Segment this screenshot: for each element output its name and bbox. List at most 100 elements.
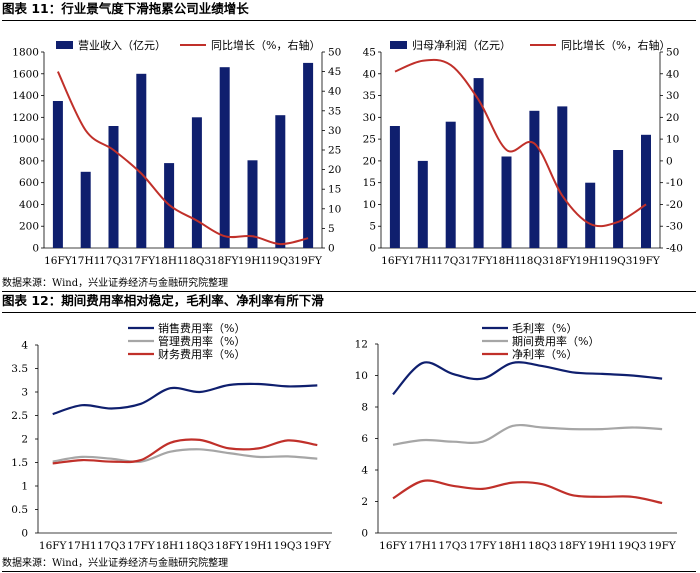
- x-tick-label: 18FY: [549, 255, 578, 267]
- right-tick-label: -10: [666, 177, 683, 189]
- right-tick-label: -20: [666, 199, 683, 211]
- right-tick-label: 0: [328, 243, 335, 255]
- left-tick-label: 45: [363, 47, 376, 59]
- growth-line: [394, 58, 647, 228]
- growth-line: [56, 71, 309, 246]
- bar-17FY: [473, 78, 484, 248]
- left-tick-label: 200: [19, 221, 39, 233]
- right-tick-label: 30: [666, 90, 679, 102]
- legend-label-2: 期间费用率（%）: [512, 334, 599, 348]
- bar-16FY: [52, 101, 63, 248]
- series-line-3: [392, 479, 663, 505]
- bar-19Q3: [613, 150, 624, 248]
- y-tick-label: 12: [355, 339, 368, 351]
- left-tick-label: 800: [19, 155, 39, 167]
- x-tick-label: 18Q3: [520, 255, 549, 267]
- bar-18FY: [219, 67, 230, 248]
- series-line-2: [392, 423, 663, 446]
- x-tick-label: 17H1: [408, 255, 437, 267]
- figure-12-source: 数据来源：Wind，兴业证券经济与金融研究院整理: [2, 556, 696, 572]
- right-tick-label: 50: [328, 47, 341, 59]
- right-tick-label: -30: [666, 221, 683, 233]
- bar-19H1: [585, 182, 596, 248]
- left-tick-label: 1600: [12, 68, 39, 80]
- y-tick-label: 10: [355, 370, 368, 382]
- margin-ratio-chart: 0 2 4 6 8 10 12 毛利率（%）期间费用率（%）净利率（%） 16FY 17H1 17Q…: [355, 321, 677, 552]
- x-tick-label: 18Q3: [185, 540, 214, 552]
- y-tick-label: 1: [21, 481, 28, 493]
- left-tick-label: 5: [369, 221, 376, 233]
- figure-12-title: 图表 12：期间费用率相对稳定，毛利率、净利率有所下滑: [2, 292, 696, 313]
- x-tick-label: 17Q3: [97, 540, 126, 552]
- x-tick-label: 18H1: [156, 540, 185, 552]
- x-tick-label: 19FY: [632, 255, 661, 267]
- left-tick-label: 400: [19, 199, 39, 211]
- left-tick-label: 1800: [12, 47, 39, 59]
- y-tick-label: 8: [361, 402, 368, 414]
- left-tick-label: 30: [363, 112, 376, 124]
- bar-18FY: [557, 106, 568, 249]
- left-tick-label: 25: [363, 134, 376, 146]
- revenue-growth-chart: 0 200 400 600 800 1000 1200 1400 1600 1800 0 5 10 15 2…: [12, 38, 341, 267]
- series-line-2: [52, 448, 318, 463]
- right-tick-label: -40: [666, 243, 683, 255]
- y-tick-label: 3: [21, 387, 28, 399]
- right-tick-label: 15: [328, 184, 341, 196]
- x-tick-label: 16FY: [39, 540, 68, 552]
- figure-11-title: 图表 11：行业景气度下滑拖累公司业绩增长: [2, 0, 696, 21]
- x-tick-label: 19FY: [294, 255, 323, 267]
- x-tick-label: 17Q3: [438, 540, 467, 552]
- x-tick-label: 19FY: [648, 540, 677, 552]
- x-tick-label: 18Q3: [528, 540, 557, 552]
- right-tick-label: 25: [328, 145, 341, 157]
- right-tick-label: 0: [666, 155, 673, 167]
- figure-11-source: 数据来源：Wind，兴业证券经济与金融研究院整理: [2, 276, 696, 292]
- right-tick-label: 40: [328, 86, 341, 98]
- legend-line-label: 同比增长（%，右轴）: [561, 38, 670, 52]
- bar-17H1: [80, 171, 91, 248]
- series-line-1: [392, 361, 663, 396]
- legend-bar-label: 营业收入（亿元）: [78, 38, 166, 52]
- series-line-1: [52, 382, 318, 416]
- y-tick-label: 0: [21, 528, 28, 540]
- legend-label-1: 毛利率（%）: [512, 321, 577, 335]
- right-tick-label: 30: [328, 125, 341, 137]
- bar-19H1: [247, 160, 258, 248]
- left-tick-label: 15: [363, 177, 376, 189]
- x-tick-label: 19H1: [244, 540, 273, 552]
- right-tick-label: 10: [328, 203, 341, 215]
- x-tick-label: 19H1: [576, 255, 605, 267]
- y-tick-label: 3.5: [11, 363, 28, 375]
- x-tick-label: 17FY: [465, 255, 494, 267]
- x-tick-label: 16FY: [44, 255, 73, 267]
- left-tick-label: 0: [32, 243, 39, 255]
- right-tick-label: 50: [666, 47, 679, 59]
- x-tick-label: 19H1: [588, 540, 617, 552]
- legend-bar-swatch: [56, 41, 73, 49]
- left-tick-label: 600: [19, 177, 39, 189]
- bar-18Q3: [529, 110, 540, 248]
- x-tick-label: 16FY: [379, 540, 408, 552]
- bar-16FY: [389, 126, 400, 248]
- bar-19Q3: [275, 115, 286, 248]
- left-tick-label: 20: [363, 155, 376, 167]
- x-tick-label: 18H1: [492, 255, 521, 267]
- bar-19FY: [641, 134, 651, 248]
- right-tick-label: 5: [328, 223, 335, 235]
- x-tick-label: 18FY: [559, 540, 588, 552]
- right-tick-label: 10: [666, 134, 679, 146]
- x-tick-label: 19Q3: [274, 540, 303, 552]
- x-tick-label: 19FY: [304, 540, 333, 552]
- y-tick-label: 0: [361, 528, 368, 540]
- left-tick-label: 40: [363, 68, 376, 80]
- series-line-3: [52, 438, 318, 465]
- right-tick-label: 20: [666, 112, 679, 124]
- x-tick-label: 17H1: [71, 255, 100, 267]
- x-tick-label: 18H1: [154, 255, 183, 267]
- legend-line-label: 同比增长（%，右轴）: [211, 38, 320, 52]
- bar-17FY: [136, 73, 147, 248]
- left-tick-label: 1200: [12, 112, 39, 124]
- x-tick-label: 19Q3: [266, 255, 295, 267]
- x-tick-label: 17FY: [469, 540, 498, 552]
- x-tick-label: 18FY: [211, 255, 240, 267]
